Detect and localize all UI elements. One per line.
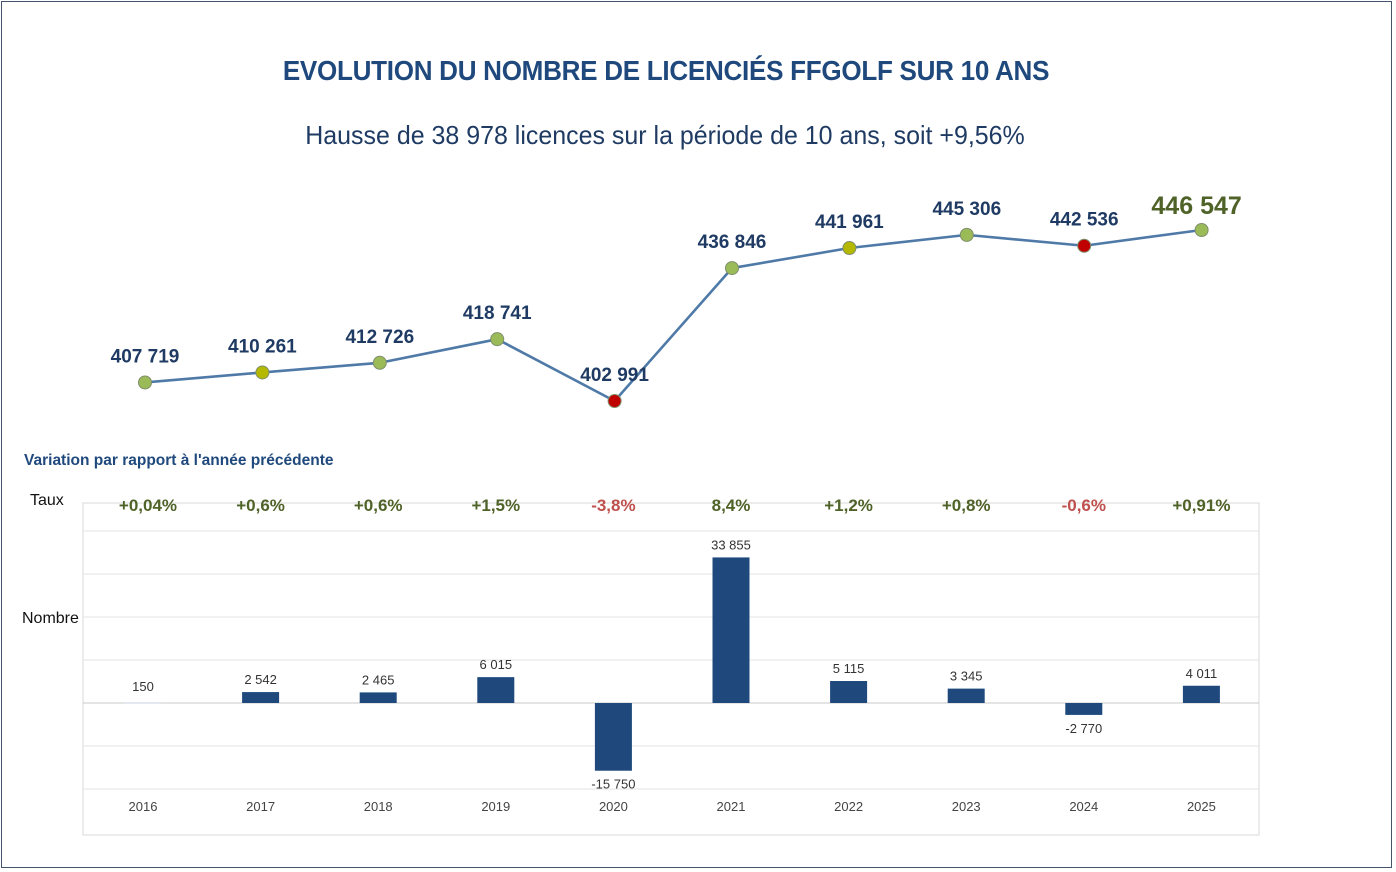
bar-data-label: 33 855 <box>711 537 751 552</box>
x-tick-label: 2022 <box>834 799 863 814</box>
bar-2018 <box>359 692 397 703</box>
line-data-label: 445 306 <box>932 199 1001 220</box>
line-data-label: 441 961 <box>815 212 884 233</box>
line-data-label: 418 741 <box>463 303 532 324</box>
rate-label: +0,91% <box>1172 496 1230 515</box>
x-tick-label: 2018 <box>364 799 393 814</box>
line-point-2019 <box>490 332 505 347</box>
x-tick-label: 2025 <box>1187 799 1216 814</box>
x-tick-label: 2020 <box>599 799 628 814</box>
line-point-2023 <box>959 227 974 242</box>
rate-label: +1,5% <box>471 496 520 515</box>
bar-2016 <box>124 702 162 704</box>
x-tick-label: 2016 <box>129 799 158 814</box>
taux-row-label: Taux <box>30 492 64 509</box>
line-point-2018 <box>372 355 387 370</box>
line-data-label: 402 991 <box>580 365 649 386</box>
line-chart: 407 719 410 261 412 726 418 741 402 991 436 8… <box>111 192 1242 408</box>
bar-data-label: 4 011 <box>1186 666 1218 681</box>
line-data-label: 412 726 <box>345 327 414 348</box>
line-point-2020 <box>607 394 622 408</box>
bar-data-label: 150 <box>132 679 154 694</box>
line-point-2016 <box>138 375 152 390</box>
bar-2022 <box>830 681 868 703</box>
line-data-label: 407 719 <box>111 346 180 367</box>
bar-plot-area <box>82 502 1260 836</box>
bar-data-label: 3 345 <box>950 669 983 684</box>
bar-data-label: 2 465 <box>362 672 395 687</box>
x-tick-label: 2024 <box>1069 799 1098 814</box>
bar-2021 <box>712 557 750 703</box>
bar-2019 <box>477 677 515 703</box>
bar-data-label: 5 115 <box>833 661 865 676</box>
line-data-label: 442 536 <box>1050 210 1119 231</box>
rate-label: -0,6% <box>1062 496 1106 515</box>
line-data-label: 436 846 <box>698 232 767 253</box>
bar-data-label: -15 750 <box>591 777 635 792</box>
bar-2025 <box>1182 685 1220 703</box>
line-point-2017 <box>255 365 270 380</box>
line-data-label: 410 261 <box>228 336 297 357</box>
nombre-axis-label: Nombre <box>22 610 79 627</box>
x-tick-label: 2021 <box>717 799 746 814</box>
rate-label: +0,8% <box>942 496 991 515</box>
line-data-label: 446 547 <box>1151 192 1241 220</box>
rate-label: +0,6% <box>354 496 403 515</box>
bar-chart: 150 2016 +0,04% 2 542 2017 +0,6% 2 465 2018 +0,6… <box>82 496 1260 836</box>
rate-label: -3,8% <box>591 496 635 515</box>
bar-data-label: 6 015 <box>480 657 513 672</box>
line-point-2025 <box>1194 223 1209 237</box>
x-tick-label: 2023 <box>952 799 981 814</box>
chart-title: EVOLUTION DU NOMBRE DE LICENCIÉS FFGOLF … <box>282 55 1050 86</box>
line-point-2024 <box>1077 238 1092 253</box>
x-tick-label: 2019 <box>481 799 510 814</box>
line-point-2021 <box>725 261 739 276</box>
bar-2024 <box>1065 703 1103 715</box>
bar-data-label: 2 542 <box>244 672 277 687</box>
rate-label: 8,4% <box>712 496 751 515</box>
bar-2023 <box>947 688 985 703</box>
bar-data-label: -2 770 <box>1065 721 1102 736</box>
bar-2020 <box>594 703 632 771</box>
variation-title: Variation par rapport à l'année précéden… <box>24 452 334 469</box>
rate-label: +0,6% <box>236 496 285 515</box>
line-series <box>144 228 1202 403</box>
line-point-2022 <box>842 241 857 256</box>
rate-label: +1,2% <box>824 496 873 515</box>
rate-label: +0,04% <box>119 496 177 515</box>
bar-2017 <box>242 692 280 703</box>
chart-subtitle: Hausse de 38 978 licences sur la période… <box>305 120 1025 150</box>
x-tick-label: 2017 <box>246 799 275 814</box>
